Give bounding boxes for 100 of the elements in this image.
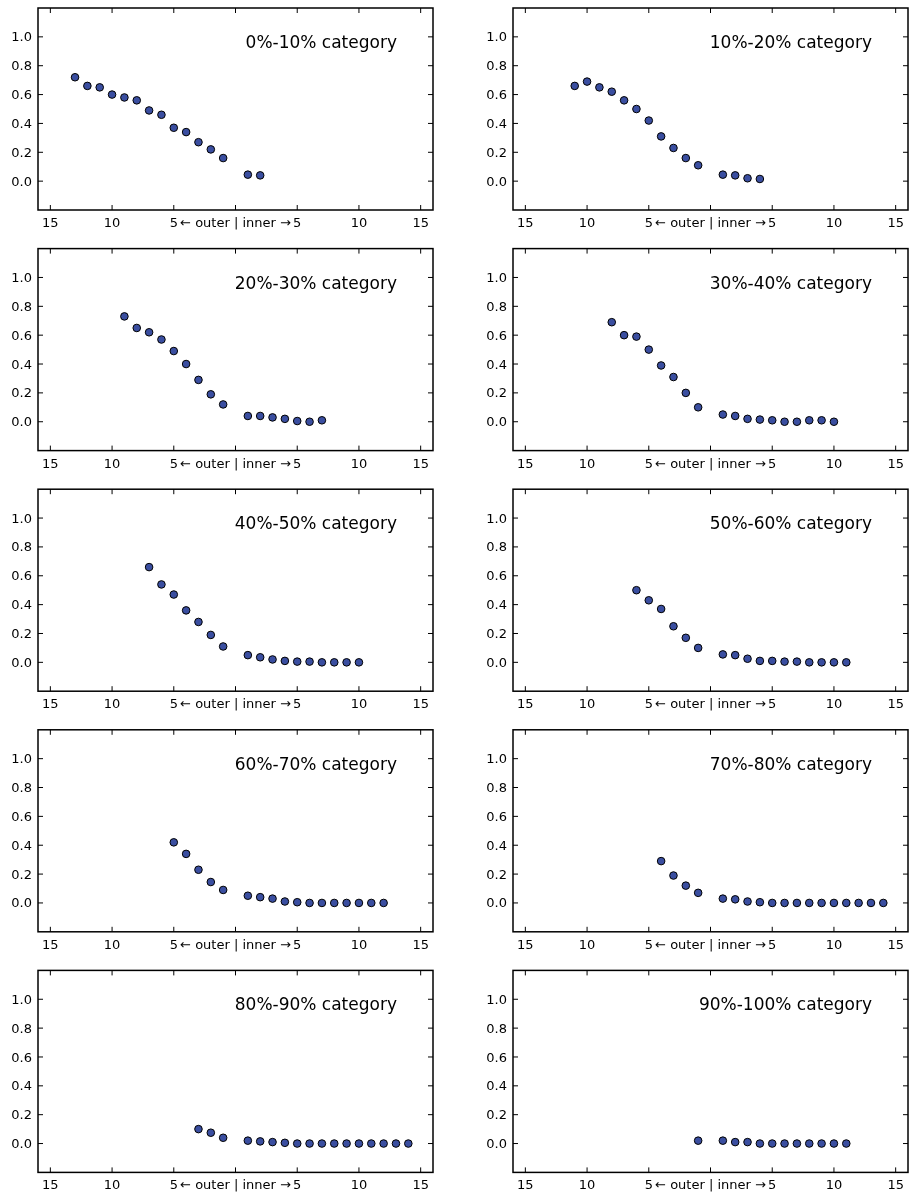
x-tick-label: 10 [578,215,596,230]
text: 60%-70% category [234,753,397,774]
point [120,312,129,321]
point [280,1138,290,1148]
point [718,894,728,903]
point [206,1128,216,1138]
x-tick-label: 10 [350,1177,368,1192]
x-tick-label: 10 [578,696,596,712]
point [144,106,154,115]
point [730,171,740,180]
point [157,580,166,589]
y-tick-label: 0.8 [11,298,32,314]
x-tick-label: 5 [169,455,178,471]
x-tick-label: 10 [825,936,843,952]
x-tick-label: ← outer | inner → [180,215,291,230]
point [767,416,777,425]
point [317,898,327,908]
point [342,1139,351,1148]
y-tick-label: 0.2 [11,866,32,882]
point [743,897,752,906]
point [342,658,351,667]
x-tick-label: 15 [42,455,59,471]
y-tick-label: 0.2 [486,385,507,401]
y-tick-label: 0.6 [11,808,32,824]
y-tick-label: 0.0 [486,414,507,430]
x-tick-label: 15 [887,1177,904,1192]
x-tick-label: ← outer | inner → [655,455,766,471]
point [305,898,314,908]
point [255,652,265,662]
y-tick-label: 0.6 [11,1049,32,1065]
point [570,81,580,91]
x-tick-label: 5 [169,696,178,712]
x-tick-label: 5 [644,936,653,952]
x-tick-label: 5 [644,696,653,712]
y-tick-label: 0.4 [486,1078,507,1094]
point [169,123,179,133]
point [268,1137,277,1147]
point [693,160,703,170]
x-tick-label: 5 [768,455,777,471]
point [206,145,216,154]
point [780,898,789,908]
x-tick-label: ← outer | inner → [655,936,766,952]
x-tick-label: 15 [42,696,59,712]
text: 20%-30% category [234,272,397,293]
point [693,403,703,412]
point [632,585,641,595]
y-tick-label: 0.4 [11,1078,32,1094]
y-tick-label: 0.4 [486,837,507,853]
point [730,650,740,660]
point [595,83,604,92]
point [632,332,641,341]
x-tick-label: 5 [293,215,302,230]
point [755,174,765,184]
y-tick-label: 0.0 [486,654,507,670]
point [632,104,641,114]
x-tick-label: 5 [644,215,653,230]
y-tick-label: 0.6 [11,568,32,584]
point [354,658,364,667]
x-tick-label: 10 [103,215,121,230]
point [743,173,752,183]
point [305,1139,314,1148]
point [804,898,814,908]
y-tick-label: 1.0 [486,510,507,526]
point [804,416,814,425]
point [243,1136,253,1145]
point [305,417,314,427]
x-tick-label: 10 [825,1177,843,1192]
point [817,658,826,667]
point [268,413,277,422]
y-tick-label: 0.0 [11,414,32,430]
x-tick-label: 10 [578,936,596,952]
text: 30%-40% category [709,272,872,293]
y-tick-label: 0.8 [11,1020,32,1036]
point [607,317,617,327]
x-tick-label: 10 [103,1177,121,1192]
point [656,604,666,614]
point [619,330,629,340]
point [792,898,802,908]
point [730,895,740,904]
x-tick-label: 15 [517,1177,534,1192]
point [206,630,216,640]
point [718,650,728,659]
point [743,414,752,424]
x-tick-label: ← outer | inner → [180,696,291,712]
y-tick-label: 0.8 [11,780,32,796]
point [817,416,826,425]
text: 50%-60% category [709,513,872,534]
y-tick-label: 0.0 [11,654,32,670]
y-tick-label: 0.2 [486,866,507,882]
point [169,590,179,599]
point [841,898,851,908]
point [144,562,154,572]
point [354,898,364,908]
x-tick-label: 15 [887,455,904,471]
point [107,90,117,99]
point [669,372,678,382]
point [132,96,142,105]
point [194,137,203,147]
point [681,153,691,163]
point [132,323,142,333]
